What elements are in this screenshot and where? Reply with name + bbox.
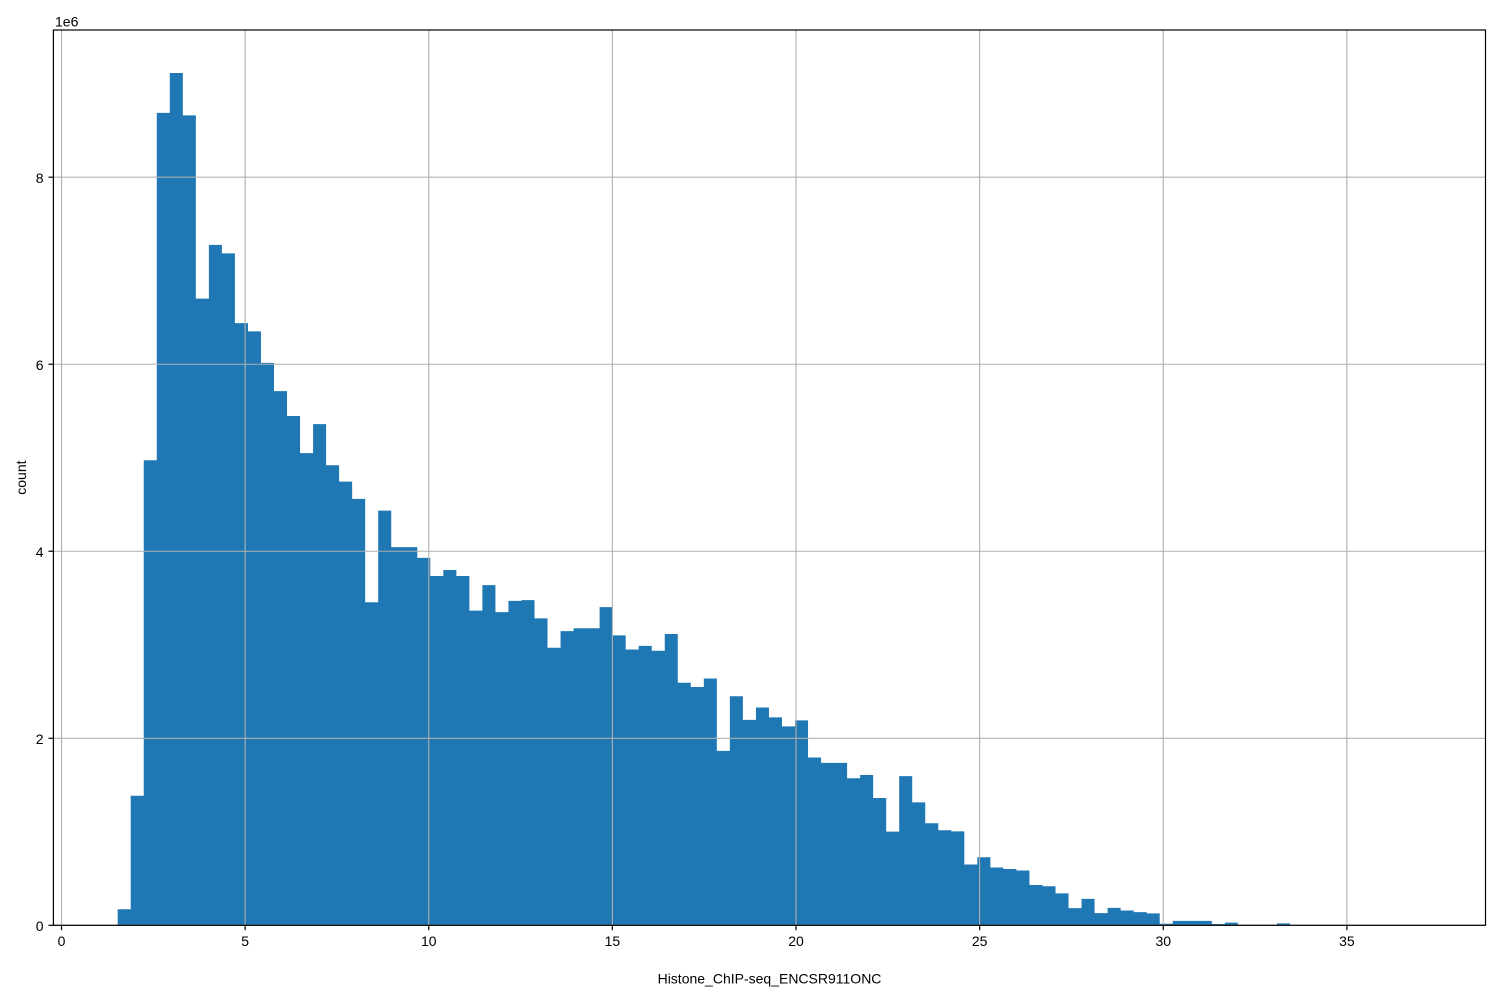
svg-text:2: 2 <box>36 731 44 747</box>
svg-text:15: 15 <box>605 933 621 949</box>
svg-text:1e6: 1e6 <box>55 14 79 30</box>
svg-text:Histone_ChIP-seq_ENCSR911ONC: Histone_ChIP-seq_ENCSR911ONC <box>658 971 882 987</box>
svg-text:25: 25 <box>972 933 988 949</box>
svg-text:35: 35 <box>1339 933 1355 949</box>
svg-text:count: count <box>13 460 29 494</box>
svg-text:0: 0 <box>58 933 66 949</box>
svg-text:4: 4 <box>36 544 44 560</box>
svg-text:6: 6 <box>36 357 44 373</box>
svg-text:0: 0 <box>36 918 44 934</box>
svg-text:30: 30 <box>1155 933 1171 949</box>
svg-text:10: 10 <box>421 933 437 949</box>
svg-text:5: 5 <box>241 933 249 949</box>
svg-text:8: 8 <box>36 170 44 186</box>
svg-text:20: 20 <box>788 933 804 949</box>
